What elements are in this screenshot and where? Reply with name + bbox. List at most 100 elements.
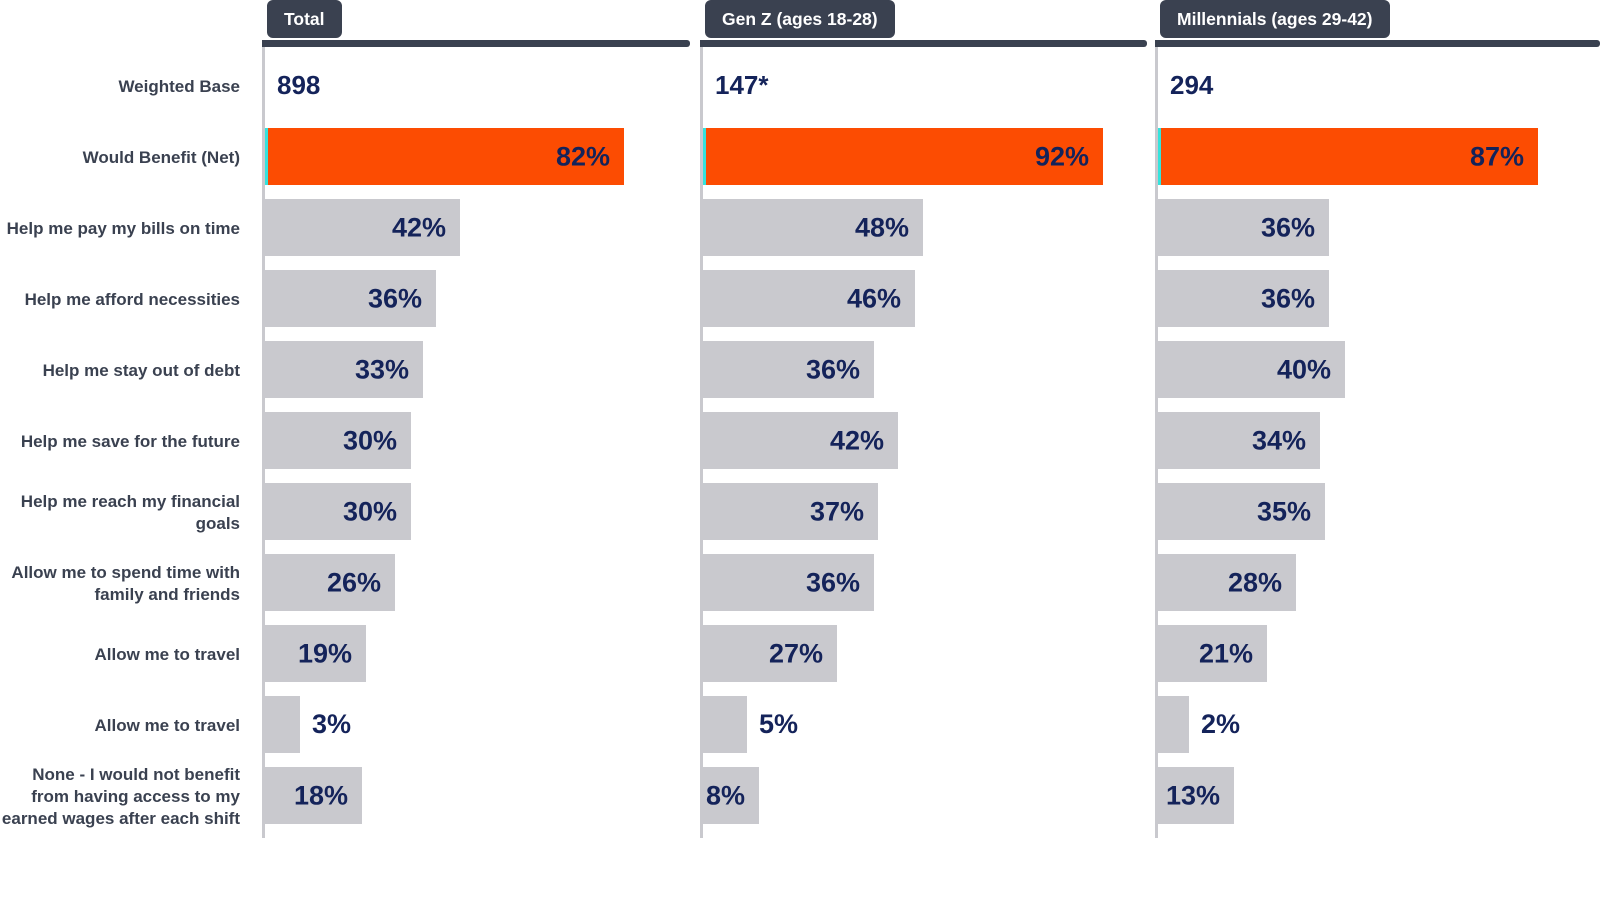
bar: 35% (1158, 483, 1325, 540)
bar-value-label: 26% (326, 567, 381, 597)
bar-row: 3% (265, 696, 690, 753)
column-header-tab-millennials: Millennials (ages 29-42) (1160, 0, 1390, 38)
row-label: Would Benefit (Net) (0, 129, 240, 186)
bar-value-label: 19% (297, 638, 352, 668)
bar: 36% (1158, 199, 1329, 256)
row-label-text: None - I would not benefit from having a… (1, 764, 240, 828)
bar: 13% (1158, 767, 1234, 824)
row-label: Allow me to spend time with family and f… (0, 555, 240, 612)
bar-value-label: 40% (1276, 354, 1331, 384)
bar-value-label: 35% (1256, 496, 1311, 526)
column-total: Total 898 82% 42% 36% 33% 30% 30% 26% 19% 3% 18% (262, 0, 690, 905)
bar-row: 5% (703, 696, 1147, 753)
bar-value-label: 2% (1201, 709, 1241, 739)
row-label-text: Help me stay out of debt (42, 360, 240, 380)
header-rule (700, 40, 1147, 47)
bar-row: 82% (265, 128, 690, 185)
bar-row: 2% (1158, 696, 1600, 753)
bar-value-label: 42% (391, 212, 446, 242)
bar-value-label: 82% (555, 141, 610, 171)
bar-value-label: 30% (342, 425, 397, 455)
row-label: None - I would not benefit from having a… (0, 765, 240, 828)
bar: 36% (265, 270, 436, 327)
bar: 42% (703, 412, 898, 469)
column-millennials: Millennials (ages 29-42) 294 87% 36% 36% 40%… (1155, 0, 1600, 905)
bar-row: 34% (1158, 412, 1600, 469)
bar: 34% (1158, 412, 1320, 469)
bar-row: 18% (265, 767, 690, 824)
bar-row: 28% (1158, 554, 1600, 611)
header-rule (262, 40, 690, 47)
bar-row: 48% (703, 199, 1147, 256)
bar-row: 36% (703, 341, 1147, 398)
bar-row: 92% (703, 128, 1147, 185)
bar-value-label: 36% (1260, 212, 1315, 242)
bar: 19% (265, 625, 366, 682)
row-label-text: Allow me to spend time with family and f… (11, 562, 240, 604)
bar: 30% (265, 412, 411, 469)
bar: 36% (703, 341, 874, 398)
row-label-text: Allow me to travel (94, 715, 240, 735)
weighted-base-value: 147* (715, 70, 769, 100)
bar-row: 19% (265, 625, 690, 682)
row-label: Help me pay my bills on time (0, 200, 240, 257)
row-labels-column: Weighted Base Would Benefit (Net) Help me … (0, 0, 240, 905)
bar-row: 26% (265, 554, 690, 611)
bar: 48% (703, 199, 923, 256)
bar-row: 46% (703, 270, 1147, 327)
bar-row: 36% (703, 554, 1147, 611)
bar-row: 30% (265, 483, 690, 540)
column-header-tab-total: Total (267, 0, 342, 38)
bar: 33% (265, 341, 423, 398)
bar-row: 37% (703, 483, 1147, 540)
bar-value-label: 33% (354, 354, 409, 384)
bar-rows-total: 898 82% 42% 36% 33% 30% 30% 26% 19% 3% 18% (262, 47, 690, 838)
bar-value-label: 87% (1469, 141, 1524, 171)
bar-row: 21% (1158, 625, 1600, 682)
row-label: Help me afford necessities (0, 271, 240, 328)
row-label: Allow me to travel (0, 626, 240, 683)
row-label-text: Weighted Base (118, 76, 240, 96)
row-label: Help me stay out of debt (0, 342, 240, 399)
bar-value-label: 36% (805, 567, 860, 597)
row-label-text: Would Benefit (Net) (82, 147, 240, 167)
bar-rows-millennials: 294 87% 36% 36% 40% 34% 35% 28% 21% 2% 13% (1155, 47, 1600, 838)
bar-value-label: 36% (805, 354, 860, 384)
row-label: Help me save for the future (0, 413, 240, 470)
bar-value-label: 46% (846, 283, 901, 313)
bar: 8% (703, 767, 759, 824)
bar (703, 696, 747, 753)
bar-value-label: 48% (854, 212, 909, 242)
highlight-bar: 87% (1158, 128, 1538, 185)
bar: 46% (703, 270, 915, 327)
column-header-label: Millennials (ages 29-42) (1177, 9, 1373, 29)
bar: 40% (1158, 341, 1345, 398)
row-label-text: Help me reach my financial goals (20, 491, 240, 533)
bar: 37% (703, 483, 878, 540)
bar-value-label: 21% (1198, 638, 1253, 668)
column-header-label: Total (284, 9, 325, 29)
bar-row: 87% (1158, 128, 1600, 185)
bar-value-label: 18% (293, 780, 348, 810)
bar-row: 40% (1158, 341, 1600, 398)
bar-row: 42% (265, 199, 690, 256)
bar-value-label: 8% (705, 780, 745, 810)
bar: 28% (1158, 554, 1296, 611)
bar-value-label: 92% (1034, 141, 1089, 171)
bar: 36% (1158, 270, 1329, 327)
bar-value-label: 28% (1227, 567, 1282, 597)
bar-value-label: 42% (829, 425, 884, 455)
bar-row: 27% (703, 625, 1147, 682)
highlight-bar: 92% (703, 128, 1103, 185)
bar-row: 13% (1158, 767, 1600, 824)
row-label-text: Help me pay my bills on time (6, 218, 240, 238)
bar-row: 30% (265, 412, 690, 469)
bar-value-label: 30% (342, 496, 397, 526)
row-label: Allow me to travel (0, 697, 240, 754)
bar: 27% (703, 625, 837, 682)
bar-row: 35% (1158, 483, 1600, 540)
bar: 18% (265, 767, 362, 824)
bar-row: 8% (703, 767, 1147, 824)
column-header-tab-genz: Gen Z (ages 18-28) (705, 0, 895, 38)
